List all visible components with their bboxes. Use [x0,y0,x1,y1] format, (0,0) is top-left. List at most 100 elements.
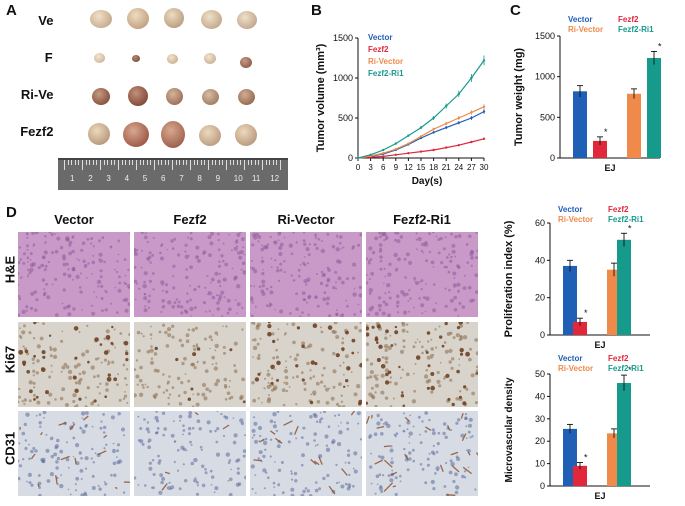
tumor-image [235,124,257,146]
cell-nucleus [189,440,192,444]
cell-nucleus [195,492,200,496]
stained-vessel [74,457,77,465]
cell-nucleus [264,245,269,250]
cell-nucleus [257,425,263,431]
x-axis-label: EJ [604,163,615,173]
histology-row-label: Ki67 [2,345,18,374]
cell-nucleus [337,425,340,427]
cell-nucleus [297,268,301,272]
cell-nucleus [413,306,415,309]
cell-nucleus [408,431,413,436]
cell-nucleus [337,276,342,281]
cell-nucleus [274,308,276,311]
cell-nucleus [406,323,409,326]
tumor-image [164,8,184,28]
cell-nucleus [92,461,96,464]
stained-vessel [30,453,36,460]
cell-nucleus [138,378,143,383]
ruler-tick [240,160,242,165]
cell-nucleus [145,427,150,431]
cell-nucleus [98,252,103,257]
cell-nucleus [224,262,229,267]
cell-nucleus [306,277,311,282]
cell-nucleus [388,262,392,266]
cell-nucleus [167,396,170,400]
cell-nucleus [204,286,207,289]
cell-nucleus [78,259,81,262]
cell-nucleus [196,481,199,484]
cell-nucleus [61,365,66,370]
cell-nucleus [162,373,165,376]
cell-nucleus [203,337,207,341]
cell-nucleus [312,412,317,417]
cell-nucleus [134,252,138,256]
cell-nucleus [476,249,478,253]
cell-nucleus [50,232,54,237]
cell-nucleus [134,393,137,398]
cell-nucleus [453,277,456,279]
tumor-image [94,53,105,63]
cell-nucleus [182,424,185,427]
ruler-tick [128,160,130,165]
cell-nucleus [341,341,345,345]
stained-nucleus [374,337,379,342]
cell-nucleus [193,306,197,310]
stained-vessel [376,425,385,429]
cell-nucleus [369,370,374,375]
tumor-image [237,11,257,29]
cell-nucleus [109,245,113,249]
cell-nucleus [366,257,368,261]
cell-nucleus [380,490,384,493]
cell-nucleus [350,371,353,373]
x-tick-label: 27 [467,163,476,172]
cell-nucleus [180,311,184,315]
stained-nucleus [439,335,443,339]
cell-nucleus [470,264,473,267]
cell-nucleus [375,377,379,381]
cell-nucleus [255,492,257,494]
cell-nucleus [421,351,424,355]
cell-nucleus [204,468,207,471]
cell-nucleus [184,250,187,253]
cell-nucleus [137,349,141,353]
cell-nucleus [206,420,211,425]
ruler: 1 2 3 4 5 6 7 8 9 10 11 12 [58,158,288,190]
cell-nucleus [442,431,446,436]
ruler-number: 2 [88,174,93,183]
cell-nucleus [147,445,151,449]
cell-nucleus [215,440,219,444]
cell-nucleus [325,283,329,288]
cell-nucleus [398,424,401,427]
cell-nucleus [79,469,84,473]
stained-nucleus [415,355,421,360]
cell-nucleus [178,487,182,491]
cell-nucleus [173,237,177,241]
cell-nucleus [178,402,183,406]
cell-nucleus [394,232,398,235]
cell-nucleus [185,268,188,271]
cell-nucleus [273,493,276,496]
cell-nucleus [144,305,147,308]
cell-nucleus [149,348,154,353]
tumor-image [202,89,219,105]
cell-nucleus [302,489,306,494]
cell-nucleus [149,360,155,365]
cell-nucleus [134,279,138,284]
cell-nucleus [370,482,373,485]
cell-nucleus [468,357,472,362]
cell-nucleus [53,452,58,457]
cell-nucleus [141,442,145,446]
cell-nucleus [251,243,255,247]
cell-nucleus [65,457,70,462]
cell-nucleus [236,245,239,248]
cell-nucleus [215,378,221,383]
stained-nucleus [175,357,179,362]
ruler-tick [208,160,209,170]
cell-nucleus [147,430,151,434]
cell-nucleus [283,369,288,374]
cell-nucleus [430,347,434,351]
cell-nucleus [279,262,283,266]
cell-nucleus [352,262,357,267]
cell-nucleus [437,431,441,435]
cell-nucleus [450,366,454,370]
